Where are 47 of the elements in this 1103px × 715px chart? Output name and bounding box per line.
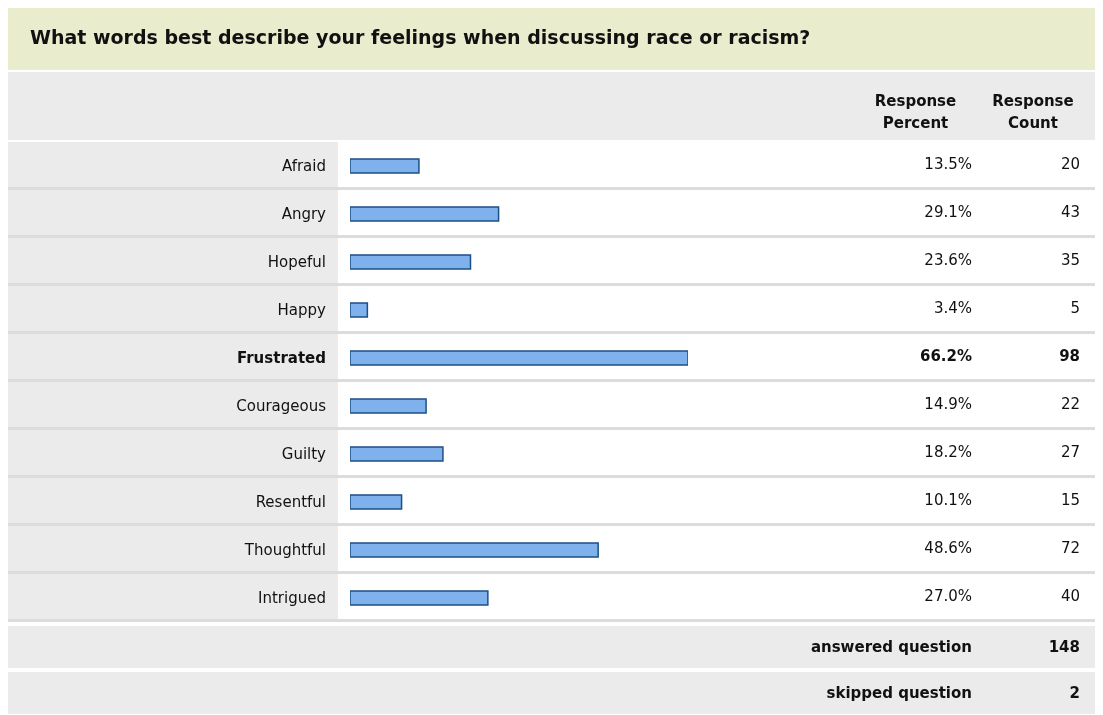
text: skipped question [825, 684, 972, 702]
data-label: 14.9% [923, 395, 972, 413]
y-tick-label: Angry [281, 205, 327, 223]
text: 22 [1059, 395, 1080, 413]
text: 98 [1058, 347, 1080, 365]
text: Response Percent [873, 91, 958, 134]
bar [350, 494, 403, 510]
data-label: 18.2% [923, 443, 972, 461]
text: 43 [1059, 203, 1080, 221]
y-tick-label: Frustrated [236, 349, 326, 367]
text: 15 [1059, 491, 1080, 509]
bar [350, 158, 420, 174]
text: 5 [1069, 299, 1080, 317]
bar [350, 446, 444, 462]
bar [350, 206, 500, 222]
bar [350, 302, 369, 318]
bar [350, 254, 472, 270]
bar [350, 350, 688, 366]
data-label: 66.2% [918, 347, 972, 365]
y-tick-label: Guilty [281, 445, 327, 463]
text: 20 [1059, 155, 1080, 173]
data-label: 23.6% [923, 251, 972, 269]
bar [350, 590, 489, 606]
data-label: 27.0% [923, 587, 972, 605]
bar [350, 398, 427, 414]
y-tick-label: Resentful [255, 493, 326, 511]
data-label: 13.5% [923, 155, 972, 173]
y-tick-label: Happy [277, 301, 327, 319]
y-tick-label: Hopeful [267, 253, 326, 271]
text: 72 [1059, 539, 1080, 557]
data-label: 10.1% [923, 491, 972, 509]
text: 2 [1068, 684, 1080, 702]
y-tick-label: Thoughtful [243, 541, 326, 559]
data-label: 48.6% [923, 539, 972, 557]
text: answered question [809, 638, 972, 656]
data-label: 29.1% [923, 203, 972, 221]
text: 40 [1059, 587, 1080, 605]
chart-title: What words best describe your feelings when discussing race or racism? [30, 26, 811, 48]
bar [350, 542, 599, 558]
text: Response Count [991, 91, 1075, 134]
y-tick-label: Afraid [281, 157, 326, 175]
y-tick-label: Courageous [236, 397, 327, 415]
text: 27 [1059, 443, 1080, 461]
text: 148 [1047, 638, 1080, 656]
text: 35 [1059, 251, 1080, 269]
data-label: 3.4% [932, 299, 972, 317]
y-tick-label: Intrigued [258, 589, 326, 607]
